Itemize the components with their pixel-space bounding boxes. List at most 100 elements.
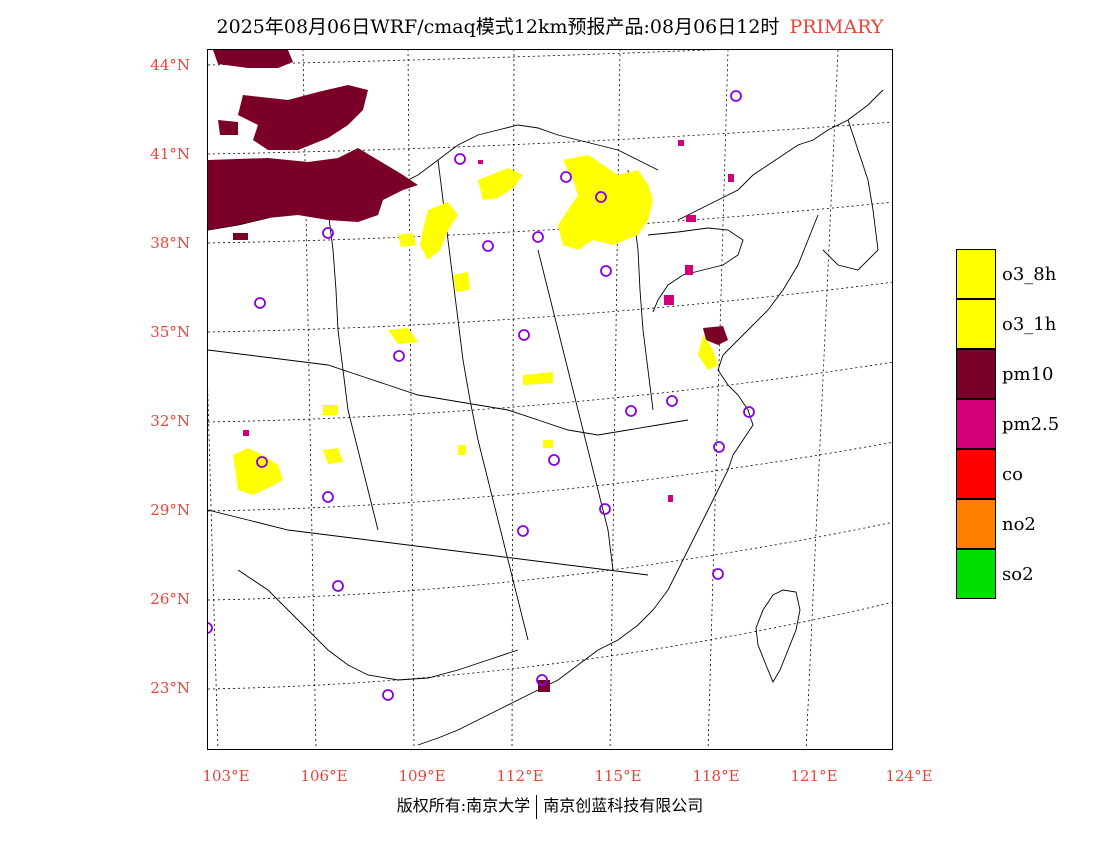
lat-label-38: 38°N	[150, 234, 190, 252]
lat-label-41: 41°N	[150, 145, 190, 163]
legend-swatch	[956, 499, 996, 549]
lon-line-103	[208, 386, 219, 749]
map-canvas	[208, 50, 892, 749]
border-vertical-3	[537, 249, 614, 571]
legend-item-co: co	[956, 449, 1086, 499]
o3-area-shanxi	[478, 168, 523, 200]
station-marker	[595, 191, 607, 203]
station-marker	[730, 90, 742, 102]
o3-area-small-2	[398, 233, 416, 247]
title-text: 2025年08月06日WRF/cmaq模式12km预报产品:08月06日12时	[216, 16, 780, 38]
lat-line-26	[208, 522, 892, 601]
pm10-hotspot-coast	[703, 326, 728, 345]
shandong-peninsula	[647, 227, 744, 313]
legend-label: o3_8h	[1002, 264, 1057, 285]
lon-line-112	[511, 50, 515, 749]
pollutant-legend: o3_8h o3_1h pm10 pm2.5 co no2 so2	[956, 249, 1086, 599]
station-marker	[454, 153, 466, 165]
station-marker	[600, 265, 612, 277]
taiwan-island	[755, 589, 801, 684]
lat-line-35	[208, 281, 892, 333]
border-central	[208, 349, 689, 436]
legend-swatch	[956, 449, 996, 499]
pm25-hotspot-1	[678, 140, 684, 146]
station-marker	[536, 674, 548, 686]
station-marker	[548, 454, 560, 466]
legend-label: no2	[1002, 514, 1036, 535]
lat-label-26: 26°N	[150, 590, 190, 608]
o3-area-hebei-west	[420, 202, 458, 260]
border-northeast	[822, 119, 879, 271]
legend-label: pm2.5	[1002, 414, 1060, 435]
pm10-area-small-1	[233, 233, 248, 240]
longitude-gridlines	[208, 50, 839, 749]
station-marker	[712, 568, 724, 580]
pm25-hotspot-6	[728, 174, 734, 182]
station-marker	[322, 491, 334, 503]
lat-label-23: 23°N	[150, 679, 190, 697]
o3-area-shandong	[698, 335, 718, 370]
coastline	[417, 214, 819, 746]
legend-swatch	[956, 299, 996, 349]
legend-label: o3_1h	[1002, 314, 1057, 335]
map-title: 2025年08月06日WRF/cmaq模式12km预报产品:08月06日12时 P…	[0, 12, 1100, 39]
title-primary-tag: PRIMARY	[789, 16, 884, 38]
pm25-hotspot-4	[664, 295, 674, 305]
pm10-area-north-1	[238, 85, 368, 150]
lat-line-32	[208, 361, 892, 423]
station-marker	[560, 171, 572, 183]
legend-swatch	[956, 549, 996, 599]
legend-item-no2: no2	[956, 499, 1086, 549]
legend-label: so2	[1002, 564, 1034, 585]
station-marker	[599, 503, 611, 515]
copyright-left: 版权所有:南京大学	[396, 796, 531, 815]
lon-line-115	[609, 50, 621, 749]
lat-label-44: 44°N	[150, 56, 190, 74]
lon-label-112: 112°E	[496, 767, 544, 785]
o3-regions	[233, 155, 718, 495]
border-southwest	[237, 569, 519, 681]
legend-swatch	[956, 249, 996, 299]
latitude-gridlines	[208, 50, 892, 690]
station-marker	[254, 297, 266, 309]
o3-area-small-5	[458, 445, 466, 455]
station-marker	[518, 329, 530, 341]
station-marker	[517, 525, 529, 537]
station-marker	[393, 350, 405, 362]
lat-line-29	[208, 441, 892, 512]
pm10-hotspot-south	[538, 680, 550, 692]
lon-label-109: 109°E	[398, 767, 446, 785]
pm10-area-north-2	[218, 120, 238, 135]
legend-item-pm10: pm10	[956, 349, 1086, 399]
lat-label-29: 29°N	[150, 501, 190, 519]
lat-line-23	[208, 602, 892, 690]
lon-line-106	[302, 50, 317, 749]
o3-area-small-7	[323, 448, 343, 464]
o3-area-sichuan	[233, 448, 283, 495]
legend-item-o3-8h: o3_8h	[956, 249, 1086, 299]
legend-item-o3-1h: o3_1h	[956, 299, 1086, 349]
lat-line-41	[208, 121, 892, 155]
pm25-regions	[243, 140, 734, 502]
pm25-hotspot-7	[478, 160, 483, 164]
lat-line-44	[208, 50, 718, 66]
border-south	[208, 509, 649, 576]
lon-label-106: 106°E	[300, 767, 348, 785]
map-panel[interactable]	[207, 49, 893, 750]
station-marker	[625, 405, 637, 417]
lon-label-103: 103°E	[202, 767, 250, 785]
copyright-right: 南京创蓝科技有限公司	[543, 796, 704, 815]
o3-area-small-6	[543, 440, 553, 448]
legend-swatch	[956, 349, 996, 399]
lon-label-118: 118°E	[692, 767, 740, 785]
station-marker	[666, 395, 678, 407]
station-marker	[532, 231, 544, 243]
station-marker	[382, 689, 394, 701]
o3-area-beijing-tianjin	[558, 155, 653, 250]
lon-label-124: 124°E	[885, 767, 933, 785]
o3-area-central-1	[388, 328, 418, 344]
bohai-coast	[677, 89, 884, 221]
station-marker	[322, 227, 334, 239]
station-marker	[743, 406, 755, 418]
station-marker	[208, 622, 213, 634]
